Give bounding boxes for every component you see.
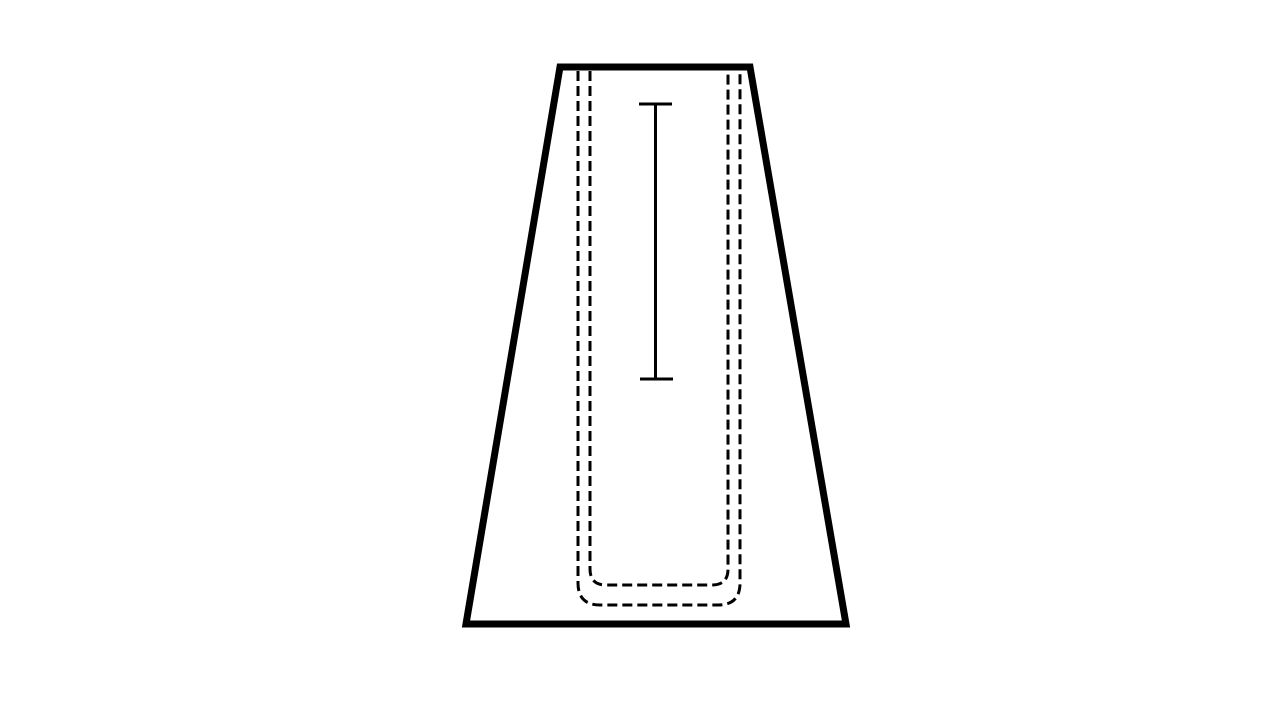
outer-dashed-pocket-outline — [576, 71, 742, 607]
trapezoid-outline — [461, 63, 851, 628]
dimension-line — [639, 102, 673, 381]
inner-dashed-pocket-outline — [588, 71, 730, 587]
